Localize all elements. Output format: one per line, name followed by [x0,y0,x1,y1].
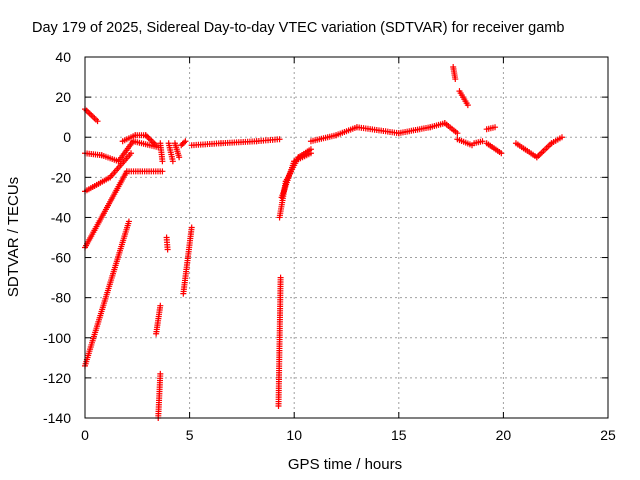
series-recovery-10h [278,150,314,201]
series-peak-near-17h [450,64,471,109]
plot-frame [84,56,609,419]
data-point-marker [125,218,132,225]
series-valley-near-9h [276,146,314,221]
data-point-marker [128,150,135,157]
data-point-marker [181,139,188,146]
data-point-marker [492,124,499,131]
data-point-marker [454,130,461,137]
y-tick-label: 0 [63,129,71,145]
y-tick-label: -140 [43,410,71,426]
data-point-marker [159,158,166,165]
series-flat-11h-to-17h [307,120,461,145]
y-tick-label: 20 [55,89,71,105]
x-tick-label: 0 [81,427,89,443]
data-point-marker [157,370,164,377]
data-point-marker [464,102,471,109]
series-early-decay [82,106,101,125]
data-point-marker [452,76,459,83]
y-tick-label: -100 [43,330,71,346]
x-tick-label: 20 [496,427,512,443]
data-point-marker [176,154,183,161]
data-point-marker [277,274,284,281]
data-point-marker [479,138,486,145]
x-tick-label: 5 [186,427,194,443]
series-rise-4 [82,138,162,165]
y-tick-label: -80 [51,290,71,306]
series-rise-near-5h [180,224,195,297]
data-point-marker [144,133,151,140]
series-vertical-near-9h [275,274,284,409]
grid [85,57,608,418]
data-point-marker [159,168,166,175]
x-tick-label: 10 [286,427,302,443]
data-point-marker [498,150,505,157]
data-point-marker [188,224,195,231]
data-point-marker [157,302,164,309]
series-flat-5h-to-9h [188,136,283,149]
data-point-marker [182,138,189,145]
series-rise-2 [82,168,166,251]
series-spikes-4h [157,138,189,253]
series-steep-rise-1 [82,218,132,369]
series-bars-near-4h [153,302,164,337]
data-point-marker [276,136,283,143]
x-axis-label: GPS time / hours [288,456,402,473]
x-tick-labels: 0 5 10 15 20 25 [81,427,616,443]
data-point-marker [150,139,157,146]
data-point-marker [179,140,186,147]
data-point-marker [94,118,101,125]
y-tick-label: -40 [51,209,71,225]
chart-title: Day 179 of 2025, Sidereal Day-to-day VTE… [32,20,564,36]
data-point-marker [307,150,314,157]
y-tick-label: -60 [51,250,71,266]
series-hump-near-2h [119,132,160,149]
data-point-marker [145,135,152,142]
data-point-marker [558,134,565,141]
data-points [82,64,565,421]
series-rise-3 [82,150,135,195]
data-point-marker [164,246,171,253]
y-tick-labels: 40 20 0 -20 -40 -60 -80 -100 -120 -140 [43,49,71,426]
series-dip-near-21h [512,134,565,161]
y-tick-label: -120 [43,370,71,386]
x-tick-label: 25 [600,427,616,443]
y-tick-label: -20 [51,169,71,185]
y-axis-label: SDTVAR / TECUs [5,177,22,297]
data-point-marker [169,158,176,165]
axis-ticks [84,56,609,419]
series-bars-near-4h-low [155,370,164,421]
data-point-marker [147,136,154,143]
data-point-marker [178,142,185,149]
series-scatter-18h-19h [454,124,505,157]
y-tick-label: 40 [55,49,71,65]
x-tick-label: 15 [391,427,407,443]
